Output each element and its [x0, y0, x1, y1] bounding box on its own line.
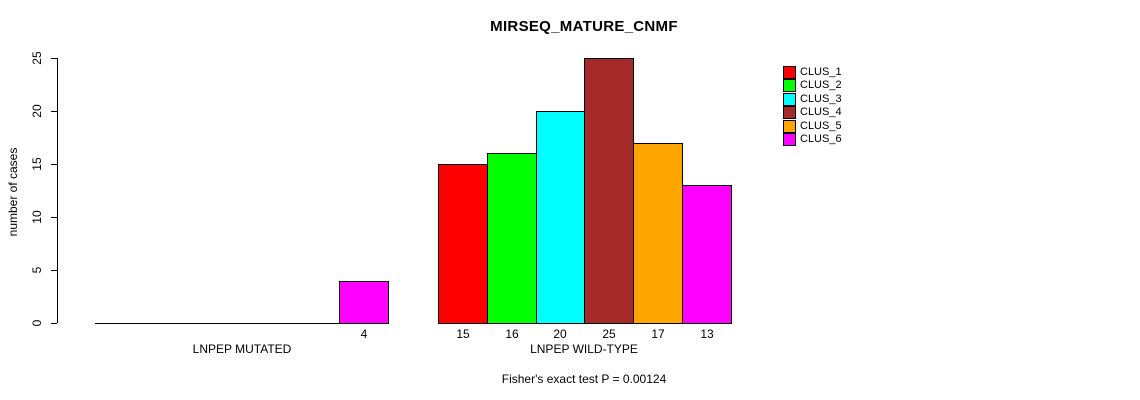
bar-zero-clus-3-group0	[193, 323, 242, 324]
y-axis-tick-label: 25	[30, 51, 44, 65]
bar-value-label-clus-6-group1: 13	[700, 327, 714, 341]
x-group-label-wildtype: LNPEP WILD-TYPE	[530, 342, 638, 356]
bar-value-label-clus-2-group1: 16	[505, 327, 519, 341]
legend-swatch-clus-5	[783, 120, 796, 133]
bar-value-label-clus-6-group0: 4	[360, 327, 368, 341]
bar-zero-clus-1-group0	[95, 323, 145, 324]
y-axis-tick-label: 0	[30, 319, 44, 327]
y-axis-tick	[51, 164, 57, 165]
legend-label-clus-3: CLUS_3	[800, 93, 842, 105]
bar-clus-4-group1	[584, 58, 634, 324]
bar-clus-5-group1	[633, 143, 683, 324]
bar-clus-6-group1	[682, 185, 732, 324]
bar-zero-clus-5-group0	[290, 323, 340, 324]
y-axis-label: number of cases	[6, 147, 20, 237]
y-axis-tick	[51, 217, 57, 218]
chart-title: MIRSEQ_MATURE_CNMF	[490, 18, 678, 35]
bar-value-label-clus-4-group1: 25	[602, 327, 616, 341]
legend-swatch-clus-4	[783, 106, 796, 119]
legend-label-clus-2: CLUS_2	[800, 79, 842, 91]
y-axis-tick	[51, 58, 57, 59]
legend-label-clus-5: CLUS_5	[800, 120, 842, 132]
y-axis-tick	[51, 323, 57, 324]
bar-value-label-clus-3-group1: 20	[553, 327, 567, 341]
legend-swatch-clus-3	[783, 93, 796, 106]
legend-label-clus-1: CLUS_1	[800, 66, 842, 78]
bar-clus-6-group0	[339, 281, 389, 324]
bar-zero-clus-4-group0	[241, 323, 291, 324]
y-axis-line	[57, 58, 58, 323]
legend-label-clus-4: CLUS_4	[800, 106, 842, 118]
y-axis-tick-label: 20	[30, 104, 44, 118]
legend-swatch-clus-1	[783, 66, 796, 79]
legend-label-clus-6: CLUS_6	[800, 133, 842, 145]
y-axis-tick	[51, 111, 57, 112]
annotation-text: Fisher's exact test P = 0.00124	[501, 372, 667, 386]
y-axis-tick-label: 5	[30, 266, 44, 274]
x-group-label-mutated: LNPEP MUTATED	[192, 342, 292, 356]
bar-value-label-clus-1-group1: 15	[456, 327, 470, 341]
y-axis-tick-label: 10	[30, 210, 44, 224]
bar-zero-clus-2-group0	[144, 323, 194, 324]
y-axis-tick-label: 15	[30, 157, 44, 171]
legend-swatch-clus-2	[783, 79, 796, 92]
bar-value-label-clus-5-group1: 17	[651, 327, 665, 341]
bar-clus-3-group1	[536, 111, 585, 324]
legend-swatch-clus-6	[783, 133, 796, 146]
bar-clus-2-group1	[487, 153, 537, 324]
y-axis-tick	[51, 270, 57, 271]
bar-clus-1-group1	[438, 164, 488, 324]
